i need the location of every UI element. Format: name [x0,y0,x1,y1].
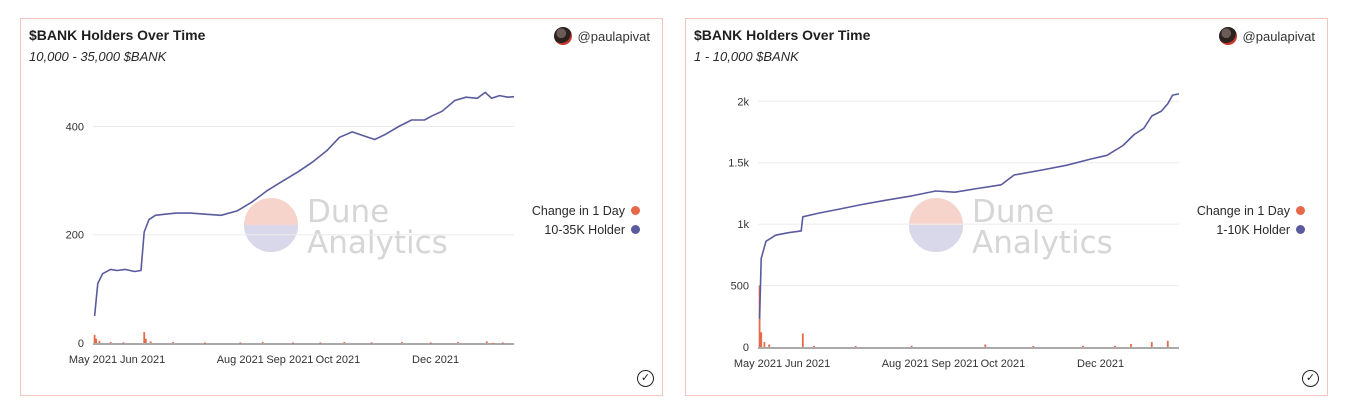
change-bar [401,341,403,343]
chart-panel: $BANK Holders Over Time 10,000 - 35,000 … [20,18,663,396]
check-circle-icon[interactable]: ✓ [1302,370,1319,387]
legend-swatch [631,206,640,215]
legend-item-holder[interactable]: 10-35K Holder [532,220,640,239]
avatar [1218,27,1237,45]
watermark-text: Analytics [307,225,448,261]
legend-label: 1-10K Holder [1216,222,1290,237]
y-tick-label: 1.5k [728,158,749,170]
legend-swatch [631,225,640,234]
x-tick-label: Dec 2021 [1077,358,1124,370]
change-bar [485,341,488,343]
change-bar [204,342,206,344]
y-tick-label: 2k [737,96,749,108]
x-tick-label: Aug 2021 [217,354,264,366]
watermark-text: Analytics [972,225,1113,261]
x-tick-label: May 2021 [69,354,117,366]
y-tick-label: 400 [66,121,84,133]
x-tick-label: Oct 2021 [316,354,361,366]
holder-line [93,91,515,316]
x-tick-label: May 2021 [734,358,782,370]
y-tick-label: 1k [737,219,749,231]
change-bar [239,342,242,344]
change-bar [1032,346,1035,347]
legend-item-holder[interactable]: 1-10K Holder [1197,220,1305,239]
legend-item-change[interactable]: Change in 1 Day [1197,201,1305,220]
y-tick-label: 500 [731,281,749,293]
watermark-logo-half [909,225,963,252]
change-bar [261,341,264,343]
change-bar [144,338,147,343]
change-bar [429,342,432,344]
chart-subtitle: 10,000 - 35,000 $BANK [29,49,167,64]
change-bar [149,341,152,343]
x-tick-label: Sep 2021 [931,358,978,370]
check-circle-icon[interactable]: ✓ [637,370,654,387]
legend-label: 10-35K Holder [544,222,625,237]
change-bar [292,342,294,344]
change-bar [910,345,913,347]
change-bar [122,342,125,344]
watermark-text: Dune [307,194,389,230]
change-bar [492,343,495,345]
change-bar [319,342,322,344]
legend-item-change[interactable]: Change in 1 Day [532,201,640,220]
change-bar [854,346,857,347]
change-bar [760,332,763,347]
avatar [553,27,572,45]
x-tick-label: Jun 2021 [120,354,165,366]
legend-label: Change in 1 Day [531,203,625,218]
chart-subtitle: 1 - 10,000 $BANK [694,49,799,64]
chart-panel: $BANK Holders Over Time 1 - 10,000 $BANK… [685,18,1328,396]
change-bar [343,341,346,343]
change-bar [370,342,373,344]
y-tick-label: 200 [66,230,84,242]
change-bar [109,341,112,343]
author-name: @paulapivat [577,28,650,44]
change-bar [172,341,174,343]
change-bar [813,345,815,347]
change-bar [501,342,504,344]
change-bar [457,341,459,343]
change-bar [1166,340,1169,347]
change-bar [801,333,804,347]
legend: Change in 1 Day 1-10K Holder [1197,201,1305,239]
author-name: @paulapivat [1242,28,1315,44]
change-bar [1082,345,1084,347]
change-bar [1150,342,1153,347]
holder-line [758,93,1180,319]
legend-label: Change in 1 Day [1196,203,1290,218]
y-tick-label: 0 [743,342,749,354]
legend: Change in 1 Day 10-35K Holder [532,201,640,239]
legend-swatch [1296,206,1305,215]
change-bar [1130,343,1132,347]
chart-title: $BANK Holders Over Time [29,27,206,43]
x-tick-label: Sep 2021 [266,354,313,366]
change-bar [143,332,146,343]
chart-title: $BANK Holders Over Time [694,27,871,43]
x-tick-label: Dec 2021 [412,354,459,366]
x-tick-label: Jun 2021 [785,358,830,370]
y-tick-label: 0 [78,338,84,350]
author-badge[interactable]: @paulapivat [553,27,650,45]
change-bar [984,344,987,347]
author-badge[interactable]: @paulapivat [1218,27,1315,45]
change-bar [95,338,98,343]
change-bar [98,340,101,343]
change-bar [763,342,766,347]
x-tick-label: Oct 2021 [981,358,1026,370]
change-bar [93,334,96,343]
change-bar [1114,345,1116,347]
x-tick-label: Aug 2021 [882,358,929,370]
legend-swatch [1296,225,1305,234]
watermark-logo-half [244,225,298,252]
change-bar [768,344,771,347]
